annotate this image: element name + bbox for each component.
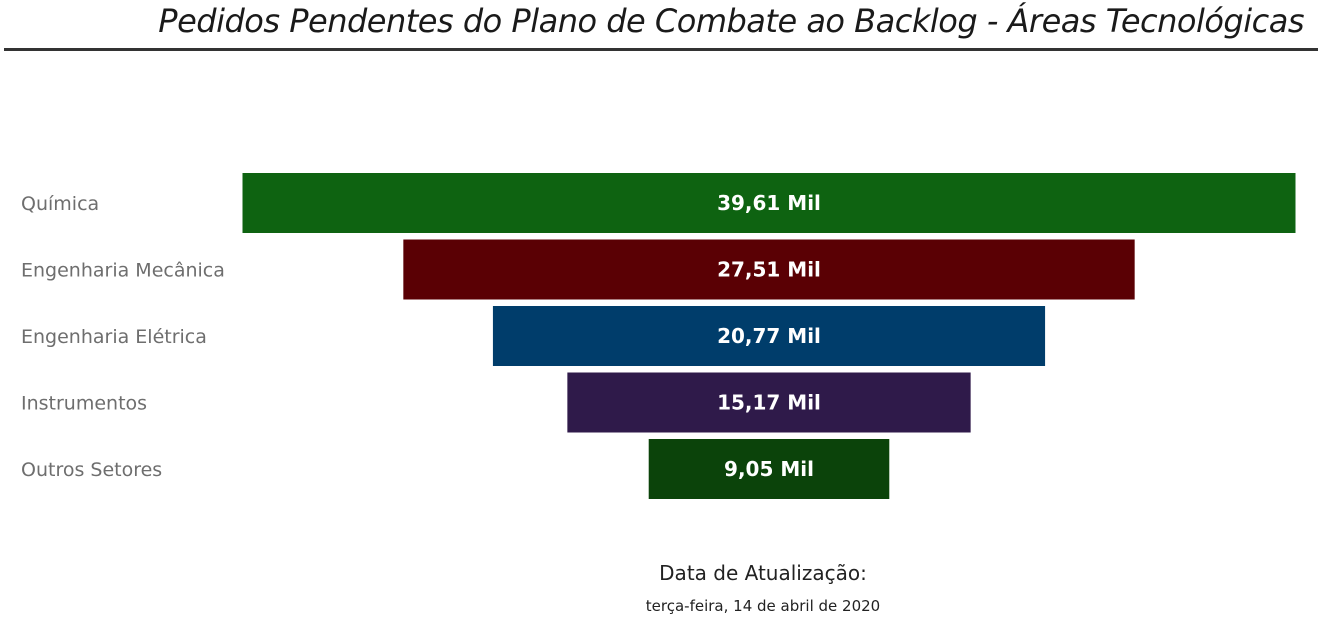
- update-date-value: terça-feira, 14 de abril de 2020: [645, 597, 881, 615]
- funnel-bar[interactable]: [403, 239, 1135, 300]
- chart-title: Pedidos Pendentes do Plano de Combate ao…: [158, 2, 1304, 40]
- data-label: 39,61 Mil: [717, 191, 821, 215]
- category-label: Engenharia Mecânica: [21, 260, 225, 282]
- funnel-chart: Química 39,61 Mil Engenharia Mecânica 27,51…: [21, 173, 1296, 499]
- funnel-bar[interactable]: [567, 372, 971, 433]
- category-label: Instrumentos: [21, 393, 147, 415]
- data-label: 27,51 Mil: [717, 258, 821, 282]
- data-label: 15,17 Mil: [717, 391, 821, 415]
- funnel-bar[interactable]: [648, 439, 890, 499]
- category-label: Química: [21, 193, 99, 215]
- data-label: 20,77 Mil: [717, 324, 821, 348]
- funnel-bar[interactable]: [242, 173, 1296, 233]
- update-date-label: Data de Atualização:: [659, 561, 867, 585]
- data-label: 9,05 Mil: [724, 457, 814, 481]
- category-label: Outros Setores: [21, 459, 162, 481]
- funnel-bar[interactable]: [492, 306, 1046, 366]
- title-underline: [4, 48, 1318, 51]
- category-label: Engenharia Elétrica: [21, 326, 207, 348]
